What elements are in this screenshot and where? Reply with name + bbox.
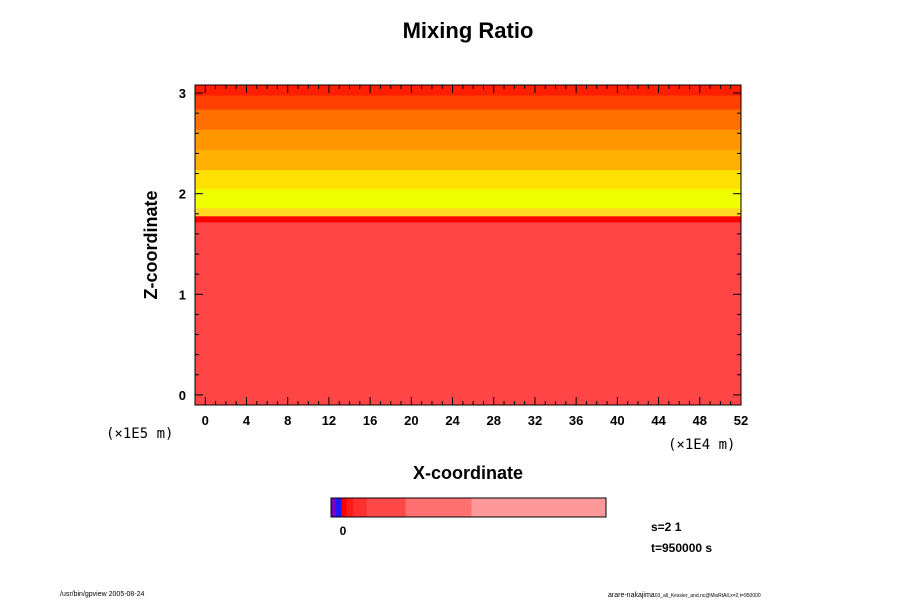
colorbar-tick-label: 0 [340,524,347,538]
x-axis-title: X-coordinate [413,463,523,483]
footer-right-small: 03_all_Kessler_and.nc@MixRtAll,x=2,t=950… [655,593,761,599]
colorbar-segment-6 [405,498,472,517]
contour-band-6 [195,129,741,150]
footer-right-main: arare-nakajima [608,592,655,599]
x-tick-label: 48 [693,413,707,428]
y-tick-label: 1 [179,287,186,302]
x-tick-label: 0 [202,413,209,428]
chart-title: Mixing Ratio [403,18,534,43]
footer-left: /usr/bin/gpview 2005-08-24 [60,591,145,598]
colorbar-segment-7 [471,498,607,517]
contour-band-0 [195,221,741,406]
contour-band-1 [195,215,741,223]
x-tick-label: 28 [487,413,501,428]
x-tick-label: 44 [651,413,666,428]
contour-band-7 [195,109,741,130]
x-tick-label: 40 [610,413,624,428]
y-unit-label: (×1E5 m) [106,426,173,442]
contour-band-4 [195,169,741,190]
colorbar-segment-3 [346,498,354,517]
y-axis-title: Z-coordinate [141,190,161,299]
x-tick-label: 16 [363,413,377,428]
colorbar-segment-5 [367,498,406,517]
contour-band-8 [195,95,741,110]
y-tick-label: 2 [179,187,186,202]
contour-band-2 [195,207,741,217]
colorbar-frame [330,497,607,518]
x-tick-label: 8 [284,413,291,428]
plot-area [195,85,741,406]
y-tick-label: 3 [179,86,186,101]
y-tick-label: 0 [179,388,186,403]
t-label: t=950000 s [651,541,712,555]
colorbar [331,498,607,517]
footer-right: arare-nakajima03_all_Kessler_and.nc@MixR… [608,592,761,599]
x-tick-label: 36 [569,413,583,428]
x-tick-label: 24 [445,413,460,428]
axis-ticks [195,85,742,405]
contour-band-9 [195,85,741,96]
x-unit-label: (×1E4 m) [668,437,735,453]
x-tick-label: 4 [243,413,251,428]
x-tick-label: 52 [734,413,748,428]
x-tick-label: 32 [528,413,542,428]
colorbar-segment-2 [341,498,347,517]
x-tick-labels: 0 4 8 12 16 20 24 28 32 36 40 44 48 52 [202,413,749,428]
y-tick-labels: 0 1 2 3 [179,86,186,403]
colorbar-segment-0 [331,498,337,517]
colorbar-segment-1 [335,498,342,517]
colorbar-segment-4 [353,498,368,517]
contour-band-5 [195,149,741,171]
s-label: s=2 1 [651,520,682,534]
contour-band-3 [195,188,741,209]
plot-frame [194,84,742,406]
x-tick-label: 20 [404,413,418,428]
x-tick-label: 12 [322,413,336,428]
